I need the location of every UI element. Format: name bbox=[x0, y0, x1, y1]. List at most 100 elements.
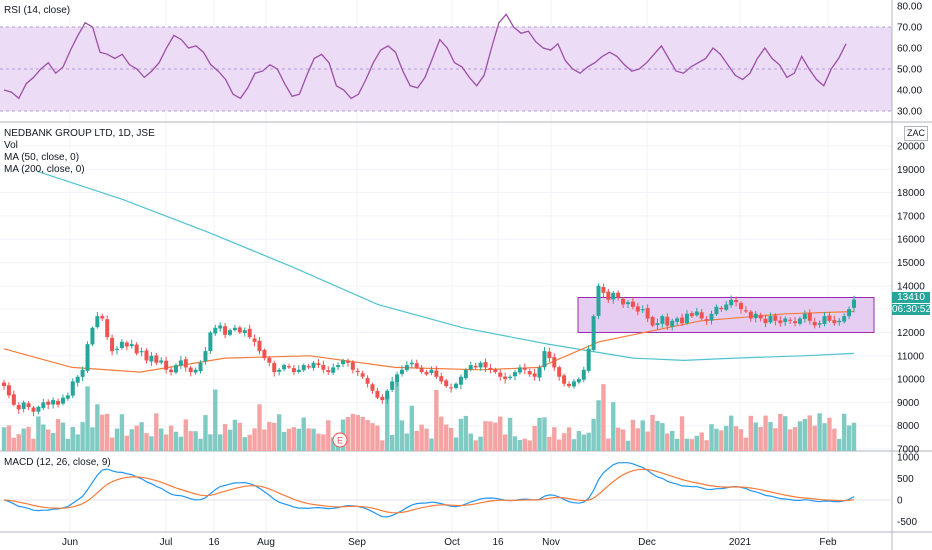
candle bbox=[488, 363, 493, 374]
candle bbox=[635, 303, 640, 316]
rsi-label[interactable]: RSI (14, close) bbox=[4, 5, 71, 16]
candle bbox=[60, 394, 65, 406]
volume-bar bbox=[36, 416, 41, 451]
ma50-line bbox=[3, 310, 855, 373]
candle bbox=[743, 306, 748, 314]
candle bbox=[247, 324, 252, 340]
volume-bar bbox=[399, 420, 405, 451]
time-tick-label: Jul bbox=[160, 537, 173, 548]
candle bbox=[100, 313, 105, 322]
volume-bar bbox=[178, 436, 184, 451]
candle bbox=[783, 316, 788, 326]
price-tick-label: 20000 bbox=[897, 142, 925, 153]
candle bbox=[714, 304, 719, 317]
volume-bar bbox=[375, 425, 380, 451]
macd-label[interactable]: MACD (12, 26, close, 9) bbox=[4, 457, 111, 468]
candle bbox=[625, 300, 630, 309]
candle bbox=[41, 398, 46, 411]
volume-bar bbox=[65, 438, 71, 451]
candle bbox=[65, 392, 70, 401]
currency-badge[interactable]: ZAC bbox=[904, 126, 928, 141]
volume-bar bbox=[321, 434, 326, 451]
candle bbox=[596, 283, 601, 319]
volume-bar bbox=[41, 424, 46, 451]
volume-bar bbox=[493, 422, 498, 451]
volume-bar bbox=[498, 416, 503, 451]
price-tick-label: 12000 bbox=[897, 328, 925, 339]
volume-bar bbox=[478, 436, 483, 451]
volume-bar bbox=[841, 413, 847, 451]
volume-bar bbox=[846, 425, 852, 451]
volume-bar bbox=[124, 435, 130, 451]
candle bbox=[797, 316, 802, 326]
volume-bar bbox=[227, 429, 233, 451]
volume-bar bbox=[733, 426, 739, 451]
volume-bar bbox=[424, 428, 429, 451]
symbol-title[interactable]: NEDBANK GROUP LTD, 1D, JSE bbox=[4, 128, 155, 139]
volume-bar bbox=[591, 418, 596, 451]
candle bbox=[119, 339, 124, 350]
time-axis: Jun Jul 16 Aug Sep Oct 16 Nov Dec 2021 Feb bbox=[62, 537, 837, 548]
volume-bar bbox=[660, 423, 665, 451]
volume-bar bbox=[385, 393, 390, 451]
volume-bar bbox=[679, 416, 685, 451]
candle bbox=[807, 309, 812, 325]
price-tick-label: 17000 bbox=[897, 211, 925, 222]
ma50-label[interactable]: MA (50, close, 0) bbox=[4, 152, 80, 163]
volume-bar bbox=[566, 427, 572, 451]
candle bbox=[616, 290, 621, 301]
candle bbox=[228, 328, 233, 337]
candle bbox=[159, 357, 164, 365]
volume-bar bbox=[380, 440, 385, 451]
volume-bar bbox=[458, 418, 464, 451]
time-tick-label: Jun bbox=[62, 537, 78, 548]
volume-bar bbox=[699, 432, 704, 451]
candle bbox=[272, 360, 277, 377]
volume-bar bbox=[55, 419, 61, 451]
candle bbox=[586, 345, 591, 373]
time-tick-label: Feb bbox=[819, 537, 837, 548]
volume-bar bbox=[640, 420, 645, 451]
volume-label[interactable]: Vol bbox=[4, 140, 18, 151]
volume-bar bbox=[532, 425, 537, 451]
time-tick-label: Dec bbox=[638, 537, 656, 548]
volume-bar bbox=[763, 415, 768, 451]
volume-bar bbox=[11, 437, 17, 451]
candle bbox=[95, 311, 100, 329]
candle bbox=[522, 363, 527, 375]
candle bbox=[286, 363, 291, 370]
candle bbox=[70, 378, 75, 399]
volume-bar bbox=[355, 415, 360, 451]
candle bbox=[827, 312, 832, 323]
volume-bar bbox=[753, 422, 758, 451]
candle bbox=[699, 308, 704, 321]
volume-bar bbox=[149, 436, 154, 451]
volume-bar bbox=[272, 422, 277, 451]
volume-bar bbox=[817, 413, 822, 451]
volume-bar bbox=[783, 416, 788, 451]
candle bbox=[252, 334, 257, 347]
time-tick-label: Aug bbox=[257, 537, 275, 548]
candle bbox=[75, 375, 80, 387]
rsi-line bbox=[3, 13, 847, 100]
volume-bar bbox=[70, 427, 75, 451]
candle bbox=[429, 366, 434, 376]
earnings-marker[interactable]: E bbox=[332, 432, 348, 448]
candle bbox=[105, 315, 110, 341]
candle bbox=[21, 400, 26, 413]
volume-bar bbox=[262, 429, 267, 451]
rsi-tick-label: 50.00 bbox=[897, 65, 922, 76]
price-tick-label: 18000 bbox=[897, 188, 925, 199]
volume-bar bbox=[139, 422, 144, 451]
candle bbox=[331, 363, 336, 376]
volume-bar bbox=[448, 427, 454, 451]
volume-bar bbox=[439, 416, 444, 451]
ma200-label[interactable]: MA (200, close, 0) bbox=[4, 164, 85, 175]
rsi-tick-label: 70.00 bbox=[897, 23, 922, 34]
volume-bar bbox=[620, 429, 626, 451]
volume-bar bbox=[85, 386, 90, 451]
volume-bar bbox=[787, 429, 793, 451]
candle bbox=[842, 313, 847, 324]
candle bbox=[734, 296, 739, 307]
